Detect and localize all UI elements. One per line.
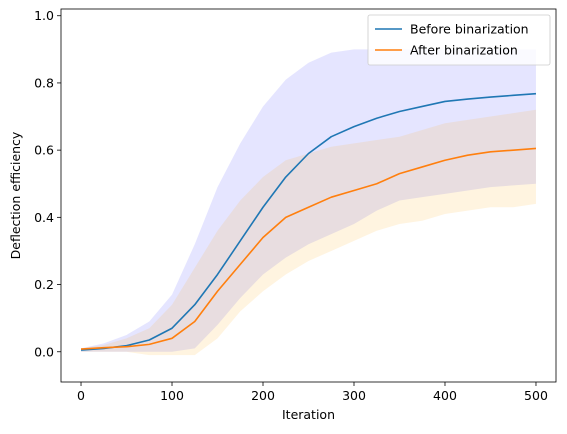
y-tick-label-0: 0.0 <box>34 344 54 359</box>
y-axis-label: Deflection efficiency <box>8 131 23 259</box>
x-tick-label-3: 300 <box>342 388 366 403</box>
x-axis-ticks: 0 100 200 300 400 500 <box>77 382 548 403</box>
confidence-bands <box>81 49 536 356</box>
y-tick-label-1: 0.2 <box>34 277 54 292</box>
x-tick-label-2: 200 <box>251 388 275 403</box>
line-series-1 <box>80 147 537 350</box>
y-tick-label-3: 0.6 <box>34 143 54 158</box>
x-axis-label: Iteration <box>282 407 335 422</box>
line-series-0 <box>80 92 537 351</box>
series-lines <box>80 92 537 351</box>
legend[interactable]: Before binarization After binarization <box>367 14 551 66</box>
y-tick-label-4: 0.8 <box>34 75 54 90</box>
y-axis-ticks: 0.0 0.2 0.4 0.6 0.8 1.0 <box>34 8 61 359</box>
x-tick-label-1: 100 <box>160 388 184 403</box>
x-tick-label-5: 500 <box>524 388 548 403</box>
x-tick-label-4: 400 <box>433 388 457 403</box>
legend-label-after-binarization: After binarization <box>410 43 518 58</box>
x-tick-label-0: 0 <box>77 388 85 403</box>
plot-frame <box>60 8 557 383</box>
band-series-1 <box>81 109 536 356</box>
legend-box <box>367 14 551 66</box>
y-tick-label-5: 1.0 <box>34 8 54 23</box>
legend-label-before-binarization: Before binarization <box>410 22 529 37</box>
band-series-0 <box>81 49 536 352</box>
y-tick-label-2: 0.4 <box>34 210 54 225</box>
